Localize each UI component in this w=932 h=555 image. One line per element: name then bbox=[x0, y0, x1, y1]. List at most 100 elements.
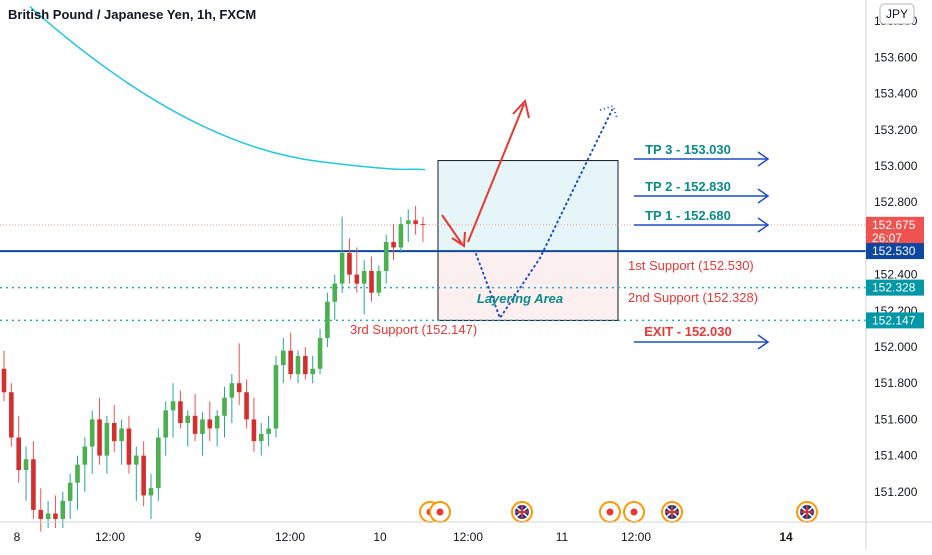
candle bbox=[273, 356, 279, 438]
candle-body bbox=[339, 252, 345, 284]
uk-flag-icon[interactable] bbox=[511, 501, 533, 523]
candle bbox=[214, 410, 220, 447]
candle-body bbox=[38, 509, 44, 519]
x-tick-label: 8 bbox=[14, 530, 21, 544]
y-tick-label: 152.000 bbox=[874, 340, 918, 354]
flag-sun bbox=[606, 508, 614, 516]
price-badge-value: 152.530 bbox=[872, 244, 916, 258]
candle-body bbox=[244, 392, 249, 420]
candle-body bbox=[214, 415, 220, 429]
level-arrow-head bbox=[757, 217, 770, 233]
candle-body bbox=[347, 252, 352, 275]
candle bbox=[303, 347, 308, 380]
x-tick-label: 14 bbox=[779, 530, 793, 544]
level-arrow-head bbox=[757, 334, 770, 350]
y-tick-label: 152.800 bbox=[874, 195, 918, 209]
price-badge: 152.530 bbox=[866, 243, 924, 260]
support-2-label: 2nd Support (152.328) bbox=[628, 290, 758, 305]
candle bbox=[310, 356, 315, 384]
japan-flag-icon[interactable] bbox=[623, 501, 645, 523]
x-tick-label: 9 bbox=[195, 530, 202, 544]
candle-body bbox=[82, 446, 88, 465]
candle-body bbox=[9, 392, 14, 438]
candle-body bbox=[156, 437, 161, 489]
candle bbox=[53, 495, 58, 528]
candle bbox=[405, 209, 411, 243]
candle-body bbox=[295, 356, 301, 375]
candle-body bbox=[141, 455, 146, 496]
candle bbox=[229, 374, 235, 424]
candle bbox=[339, 216, 345, 293]
price-badge-value: 152.328 bbox=[872, 281, 916, 295]
chart-title: British Pound / Japanese Yen, 1h, FXCM bbox=[8, 7, 256, 22]
candle-body bbox=[126, 428, 132, 465]
x-tick-label: 12:00 bbox=[453, 530, 483, 544]
currency-badge[interactable]: JPY bbox=[879, 3, 915, 25]
candle-body bbox=[148, 488, 154, 496]
x-tick-label: 12:00 bbox=[95, 530, 125, 544]
candle-body bbox=[111, 423, 117, 442]
candle bbox=[111, 404, 117, 452]
candle bbox=[207, 401, 213, 442]
price-badge-value: 152.675 bbox=[872, 218, 916, 232]
candle-body bbox=[405, 220, 411, 224]
candle bbox=[75, 455, 80, 510]
candle-body bbox=[104, 423, 110, 456]
candle bbox=[420, 216, 426, 243]
candle-body bbox=[222, 397, 227, 416]
candle-body bbox=[75, 464, 80, 483]
candle bbox=[281, 337, 286, 384]
candle-body bbox=[45, 513, 51, 519]
candle-body bbox=[398, 223, 404, 248]
candle bbox=[222, 386, 227, 438]
candle-body bbox=[281, 350, 286, 366]
y-tick-label: 153.200 bbox=[874, 123, 918, 137]
candle bbox=[141, 441, 146, 507]
candle-body bbox=[332, 283, 338, 302]
candle-body bbox=[170, 401, 176, 411]
target-zone bbox=[438, 160, 618, 252]
y-tick-label: 151.600 bbox=[874, 412, 918, 426]
y-tick-label: 151.200 bbox=[874, 485, 918, 499]
level-label: EXIT - 152.030 bbox=[644, 324, 731, 339]
candle bbox=[192, 394, 198, 442]
candle bbox=[391, 223, 396, 261]
uk-flag-icon[interactable] bbox=[796, 501, 818, 523]
level-label: TP 2 - 152.830 bbox=[645, 179, 731, 194]
price-badge-bg bbox=[866, 216, 924, 245]
candle bbox=[119, 419, 124, 465]
candle bbox=[170, 383, 176, 438]
candle-body bbox=[354, 274, 360, 284]
candle bbox=[398, 216, 404, 253]
candle-body bbox=[258, 433, 264, 442]
candle bbox=[9, 383, 14, 447]
y-tick-label: 153.000 bbox=[874, 159, 918, 173]
candle bbox=[67, 473, 73, 519]
candle bbox=[82, 437, 88, 492]
uk-flag-icon[interactable] bbox=[661, 501, 683, 523]
candle bbox=[156, 428, 161, 501]
candle bbox=[163, 401, 168, 456]
candle bbox=[369, 256, 374, 302]
flag-sun bbox=[630, 508, 638, 516]
candle bbox=[185, 410, 191, 447]
x-tick-label: 12:00 bbox=[275, 530, 305, 544]
layering-area-label: Layering Area bbox=[477, 291, 563, 306]
candle bbox=[354, 247, 360, 293]
candle-body bbox=[89, 419, 95, 447]
candle bbox=[16, 415, 21, 483]
japan-flag-icon[interactable] bbox=[429, 501, 451, 523]
candle-body bbox=[23, 459, 29, 471]
level-arrow-head bbox=[757, 151, 770, 167]
japan-flag-icon[interactable] bbox=[599, 501, 621, 523]
candle-body bbox=[288, 350, 293, 375]
candle-body bbox=[185, 415, 191, 424]
candle-body bbox=[67, 482, 73, 501]
candle bbox=[31, 441, 36, 519]
candle bbox=[23, 446, 29, 501]
level-label: TP 3 - 153.030 bbox=[645, 142, 731, 157]
candle bbox=[383, 234, 389, 284]
